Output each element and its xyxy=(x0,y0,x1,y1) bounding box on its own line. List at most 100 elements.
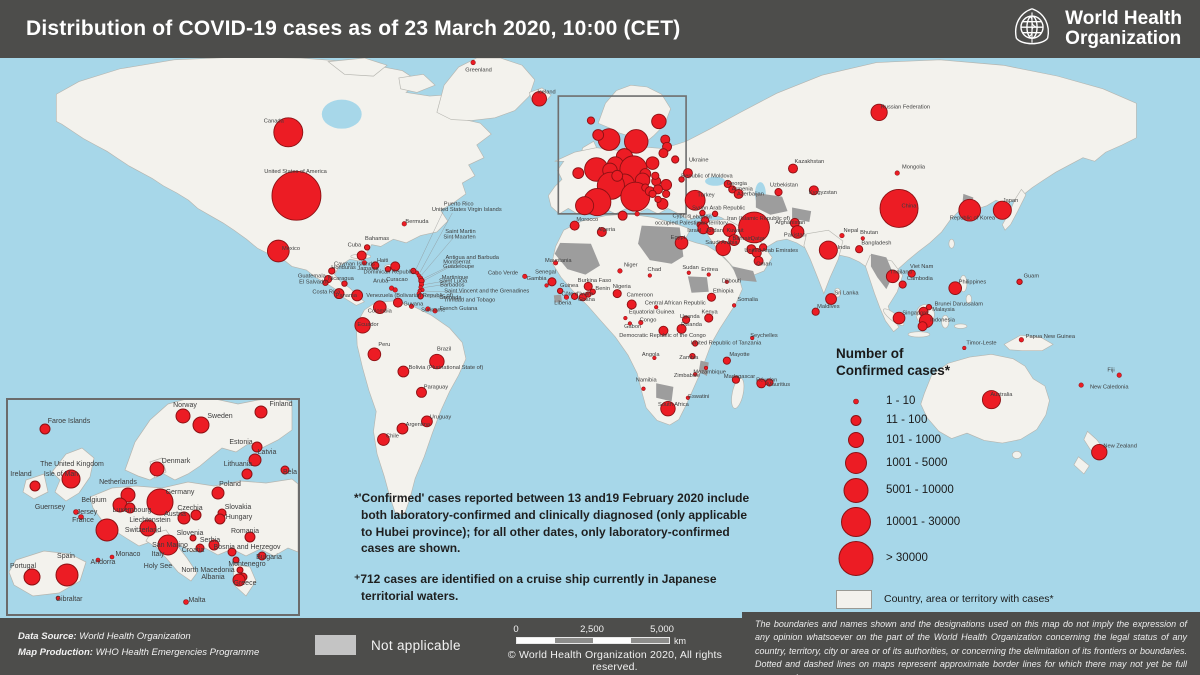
inset-country-label: Montenegro xyxy=(228,561,265,568)
inset-case-circle xyxy=(177,511,191,525)
country-label: Cuba xyxy=(348,242,362,248)
inset-case-circle xyxy=(195,543,205,553)
country-label: Trinidad and Tobago xyxy=(444,298,496,304)
case-circle xyxy=(676,323,687,334)
inset-country-label: Guernsey xyxy=(35,504,66,511)
case-circle xyxy=(894,170,900,176)
case-circle xyxy=(572,167,585,179)
case-circle xyxy=(790,225,805,239)
legend-title: Number of Confirmed cases* xyxy=(836,346,951,378)
not-applicable-row: Not applicable xyxy=(315,635,461,655)
inset-country-label: Hungary xyxy=(226,514,253,521)
case-circle xyxy=(361,260,367,266)
inset-case-circle xyxy=(208,539,220,551)
case-circle xyxy=(589,288,596,295)
legend-size-row: 1001 - 5000 xyxy=(836,450,1086,476)
inset-case-circle xyxy=(124,502,136,514)
inset-case-circle xyxy=(248,453,262,467)
case-circle xyxy=(731,375,740,384)
inset-case-circle xyxy=(157,534,179,556)
case-circle xyxy=(421,415,433,428)
case-circle xyxy=(377,433,390,446)
case-circle xyxy=(699,209,706,217)
country-label: Madagascar xyxy=(724,374,755,380)
scale-bar: 0 2,500 5,000 km © World Health Organiza… xyxy=(490,624,740,673)
country-label: Namibia xyxy=(636,377,658,383)
case-circle xyxy=(722,356,731,365)
case-circle xyxy=(531,91,547,107)
inset-country-label: Sweden xyxy=(207,413,232,420)
case-circle xyxy=(706,292,716,302)
black-sea xyxy=(705,176,726,186)
inset-land-scandinavia xyxy=(124,400,293,481)
country-label: Brunei Darussalam xyxy=(935,301,984,307)
case-circle xyxy=(1116,372,1122,378)
case-circle xyxy=(962,345,967,351)
inset-country-label: Latvia xyxy=(258,449,277,456)
inset-country-label: North Macedonia xyxy=(181,567,234,574)
inset-case-circle xyxy=(120,487,136,503)
country-label: Qatar xyxy=(751,236,765,242)
country-label: Armenia xyxy=(732,186,754,192)
country-label: Liberia xyxy=(554,300,572,306)
country-label: Lebanon xyxy=(690,214,712,220)
country-label: Ghana xyxy=(578,297,596,303)
case-circle xyxy=(728,234,740,247)
country-label: Djibouti xyxy=(722,279,741,285)
case-circle xyxy=(711,210,719,218)
case-circle xyxy=(682,315,691,324)
island-leader-line xyxy=(420,296,460,301)
case-circle xyxy=(626,299,637,310)
country-label: Republic of Korea xyxy=(950,215,996,221)
country-label: Guam xyxy=(1024,273,1040,279)
country-label: Kenya xyxy=(702,310,719,316)
case-circle xyxy=(623,315,628,321)
country-label: Australia xyxy=(990,392,1013,398)
area-with-cases-swatch xyxy=(836,589,872,609)
case-circle xyxy=(429,353,445,370)
map-production-value: WHO Health Emergencies Programme xyxy=(95,647,260,659)
landmass-arctic-islands xyxy=(398,73,436,93)
country-label: Chile xyxy=(386,434,399,440)
country-label: Panama xyxy=(336,293,358,299)
inset-country-label: Switzerland xyxy=(125,527,161,534)
country-label: Malaysia xyxy=(932,307,955,313)
case-circle xyxy=(651,113,667,130)
case-circle xyxy=(682,168,693,179)
landmass-india xyxy=(803,229,844,295)
inset-country-label: Monaco xyxy=(116,551,141,558)
inset-country-label: Lithuania xyxy=(224,461,253,468)
country-label: Uzbekistan xyxy=(770,183,798,189)
island-leader-line xyxy=(419,283,451,289)
case-circle xyxy=(879,188,919,228)
legend-size-circle xyxy=(838,540,874,576)
case-circle xyxy=(271,170,322,221)
case-circle xyxy=(1078,382,1084,388)
inset-country-label: Greece xyxy=(234,580,257,587)
inset-country-label: Finland xyxy=(270,401,293,408)
island-leader-line xyxy=(420,260,460,281)
inset-country-label: Estonia xyxy=(229,439,252,446)
legend-size-row: 101 - 1000 xyxy=(836,430,1086,450)
scale-unit: km xyxy=(674,636,686,646)
case-circle xyxy=(583,281,593,291)
island-leader-line xyxy=(418,293,450,298)
case-circle xyxy=(390,261,401,272)
country-label: Nicaragua xyxy=(328,276,355,282)
island-leader-line xyxy=(418,212,453,275)
case-circle xyxy=(645,156,660,170)
case-circle xyxy=(522,273,528,279)
case-circle xyxy=(341,280,348,287)
inset-country-label: Ireland xyxy=(10,471,32,478)
case-circle xyxy=(652,355,657,361)
inset-case-circle xyxy=(55,563,79,587)
legend-size-row: > 30000 xyxy=(836,539,1086,578)
case-circle xyxy=(1016,278,1023,285)
country-label: Jordan xyxy=(705,228,722,234)
inset-case-circle xyxy=(244,531,256,543)
data-source-label: Data Source: xyxy=(18,631,77,642)
country-label: Philippines xyxy=(959,280,987,286)
case-circle xyxy=(759,243,768,252)
inset-case-circle xyxy=(73,509,79,515)
case-circle xyxy=(733,188,744,199)
